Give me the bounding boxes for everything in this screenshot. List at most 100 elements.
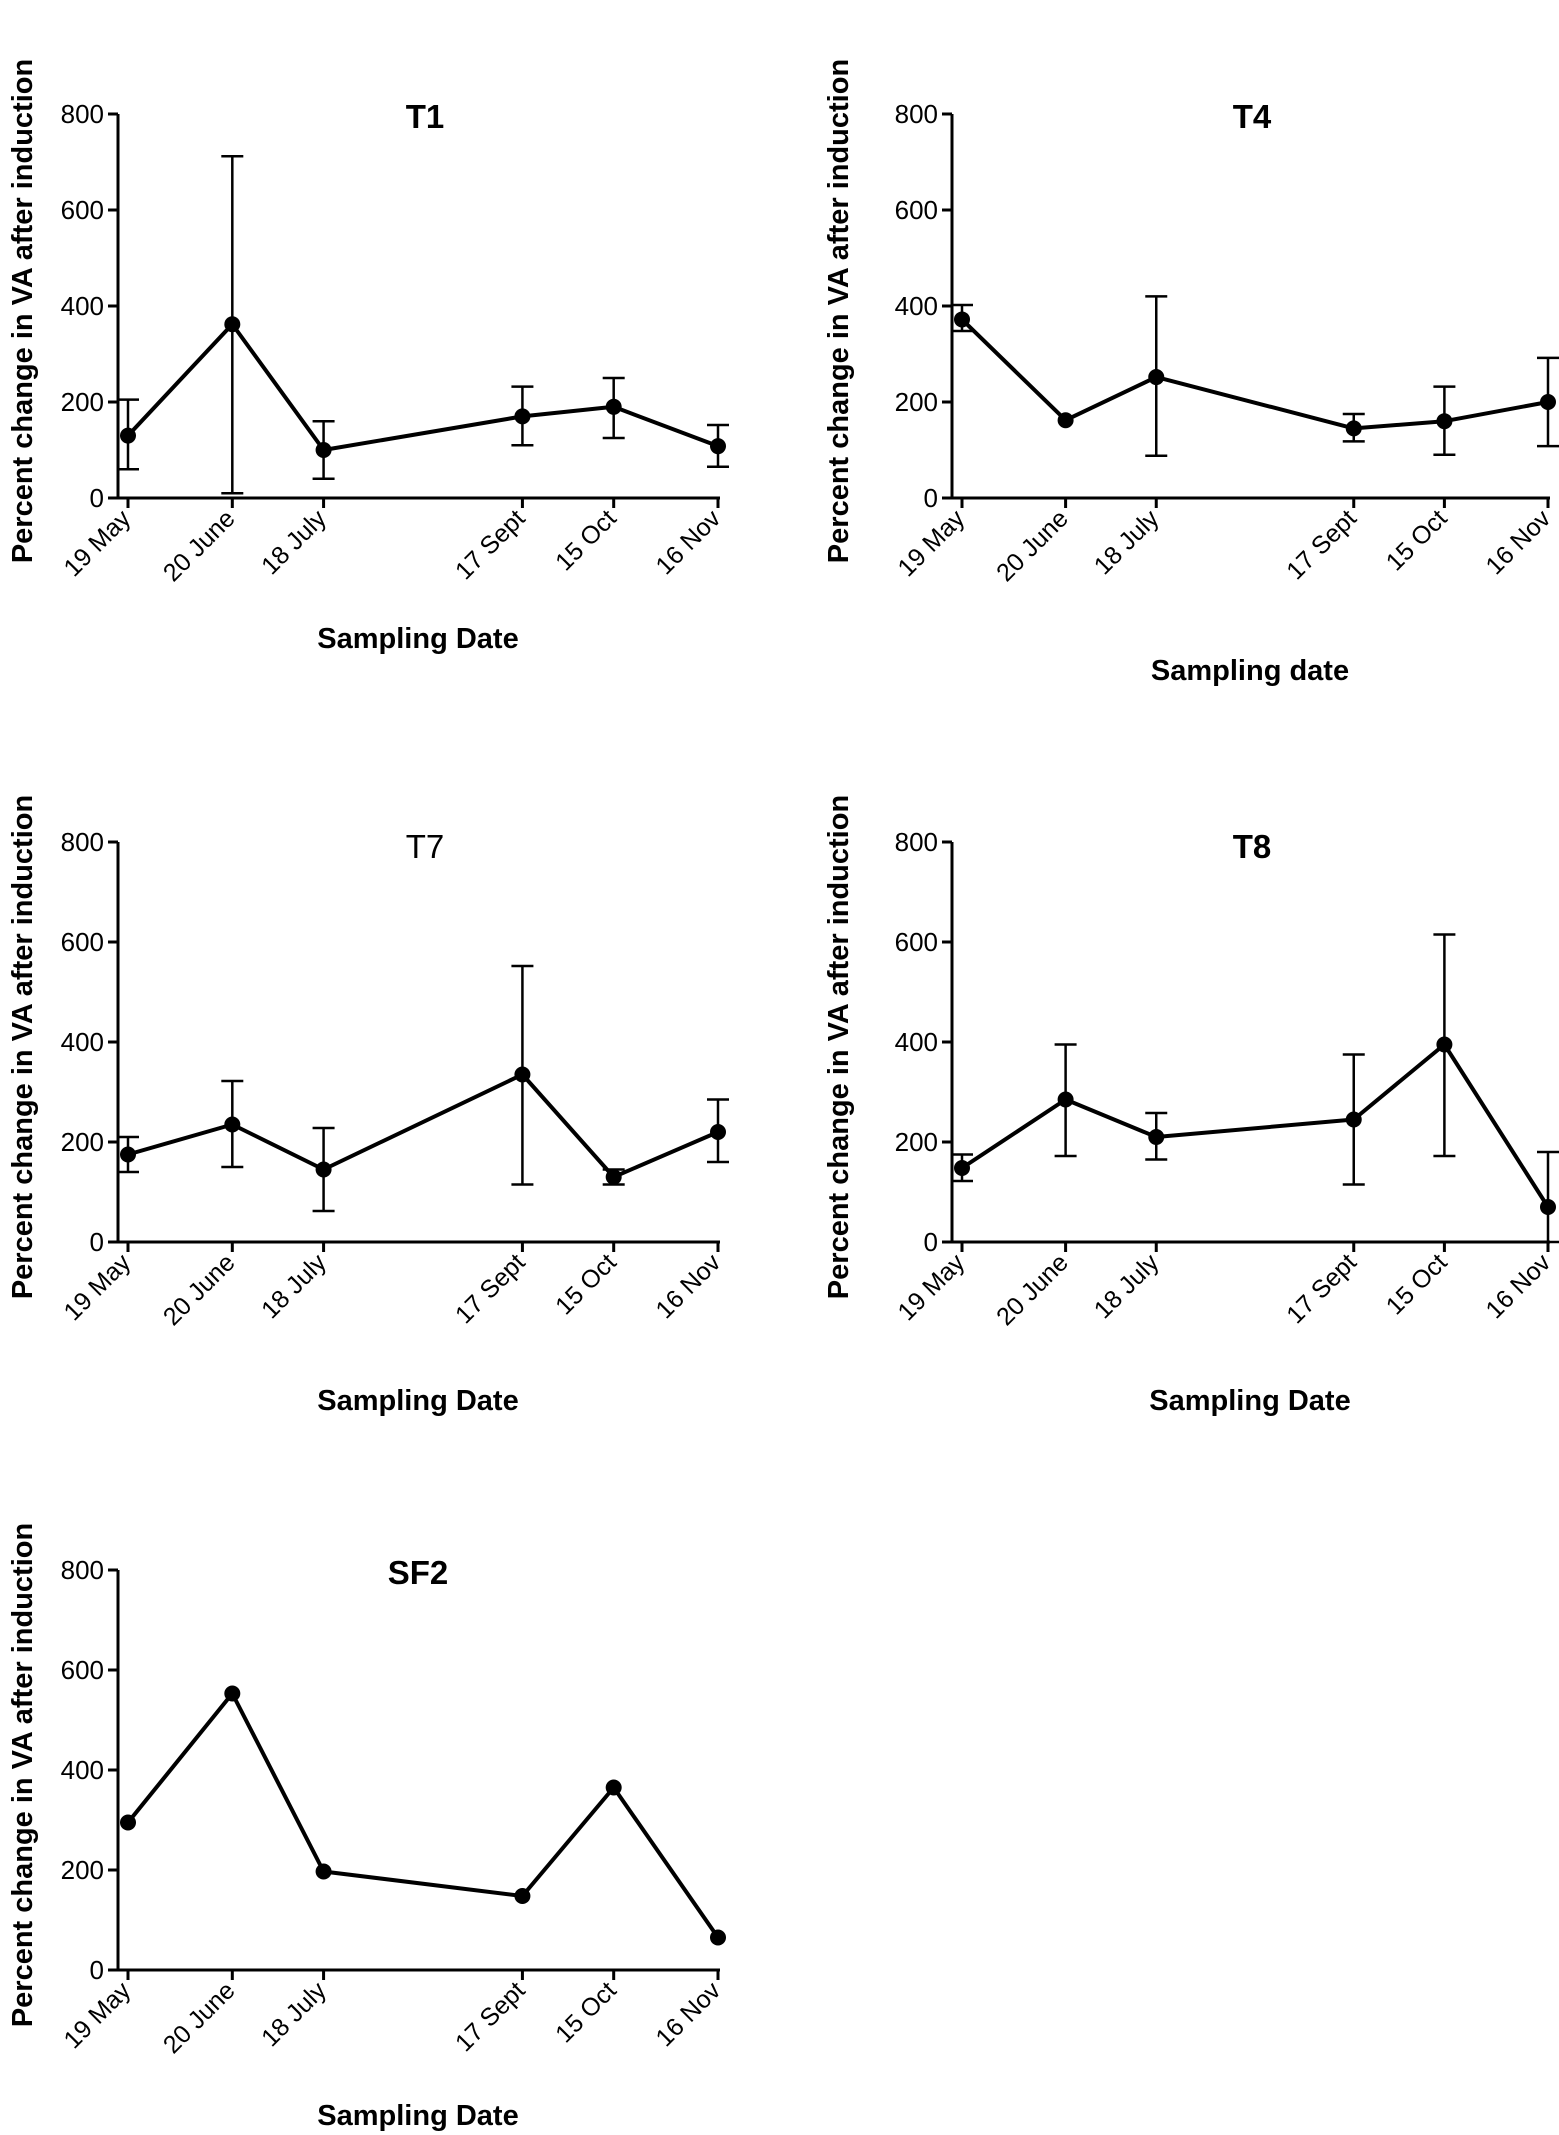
x-tick-label: 19 May <box>892 504 970 582</box>
y-tick-label: 800 <box>895 827 938 857</box>
y-tick-label: 800 <box>61 99 104 129</box>
y-tick-label: 600 <box>895 927 938 957</box>
x-tick-label: 16 Nov <box>1480 1248 1556 1324</box>
x-tick-label: 15 Oct <box>1381 1248 1453 1320</box>
x-tick-label: 20 June <box>991 504 1074 587</box>
y-tick-label: 200 <box>61 387 104 417</box>
series-line <box>126 322 719 452</box>
y-tick-label: 400 <box>895 291 938 321</box>
y-tick-label: 600 <box>61 195 104 225</box>
y-tick-label: 0 <box>924 1227 938 1257</box>
x-tick-label: 19 May <box>58 1248 136 1326</box>
data-point <box>224 1685 241 1702</box>
x-tick-label: 18 July <box>1089 1248 1165 1324</box>
x-tick-label: 15 Oct <box>550 504 622 576</box>
y-tick-label: 200 <box>895 1127 938 1157</box>
data-point <box>514 1888 531 1904</box>
data-point <box>954 1160 970 1176</box>
data-point <box>224 1116 241 1133</box>
chart-panel-t8: 0 200 400 600 800 19 May 20 June 18 July 17 Sept… <box>823 795 1559 1417</box>
y-tick-label: 800 <box>895 99 938 129</box>
y-tick-label: 0 <box>924 483 938 513</box>
series-line <box>126 1691 720 1939</box>
x-tick-label: 15 Oct <box>550 1248 622 1320</box>
data-point <box>710 438 726 455</box>
x-tick-label: 18 July <box>1089 504 1165 580</box>
chart-title: T7 <box>406 828 445 865</box>
x-tick-label: 19 May <box>892 1248 970 1326</box>
x-tick-label: 20 June <box>158 1248 241 1331</box>
data-point <box>605 1779 622 1796</box>
x-tick-label: 17 Sept <box>450 504 531 585</box>
data-point <box>1436 1036 1453 1053</box>
y-axis-label: Percent change in VA after induction <box>7 1523 39 2027</box>
y-tick-label: 800 <box>61 1555 104 1585</box>
data-point <box>954 311 970 328</box>
x-axis-label: Sampling Date <box>317 1385 518 1417</box>
chart-title: T8 <box>1233 828 1272 865</box>
data-point <box>120 1146 136 1163</box>
data-point <box>1436 413 1453 430</box>
x-tick-label: 17 Sept <box>1281 1248 1362 1329</box>
data-point <box>120 1814 136 1831</box>
chart-title: T1 <box>406 98 445 135</box>
x-tick-label: 17 Sept <box>450 1976 531 2057</box>
y-tick-label: 0 <box>90 1955 104 1985</box>
x-tick-label: 15 Oct <box>1381 504 1453 576</box>
y-tick-label: 400 <box>61 1755 104 1785</box>
chart-title: SF2 <box>388 1554 449 1591</box>
data-point <box>1540 394 1556 410</box>
x-tick-label: 20 June <box>991 1248 1074 1331</box>
x-axis-label: Sampling Date <box>1149 1385 1350 1417</box>
chart-panel-t4: 0 200 400 600 800 19 May 20 June 18 July 17 Sept… <box>823 59 1559 687</box>
data-point <box>710 1929 726 1946</box>
y-tick-label: 200 <box>895 387 938 417</box>
x-tick-label: 19 May <box>58 1976 136 2054</box>
data-point <box>1057 412 1074 429</box>
x-axis-label: Sampling Date <box>317 2100 518 2132</box>
x-tick-label: 19 May <box>58 504 136 582</box>
y-tick-label: 600 <box>61 1655 104 1685</box>
y-tick-label: 0 <box>90 483 104 513</box>
y-tick-label: 600 <box>61 927 104 957</box>
y-tick-label: 400 <box>61 291 104 321</box>
data-point <box>605 398 622 415</box>
data-point <box>1148 1129 1165 1145</box>
data-point <box>514 1066 531 1083</box>
x-tick-label: 18 July <box>256 1248 332 1324</box>
chart-panel-t7: 0 200 400 600 800 19 May 20 June 18 July 17 Sept… <box>7 795 729 1417</box>
x-tick-label: 20 June <box>158 504 241 587</box>
data-point <box>315 442 332 458</box>
y-tick-label: 200 <box>61 1127 104 1157</box>
y-axis-label: Percent change in VA after induction <box>7 795 39 1299</box>
error-bar <box>1537 1150 1559 1244</box>
y-tick-label: 200 <box>61 1855 104 1885</box>
y-axis-label: Percent change in VA after induction <box>823 59 855 563</box>
series-line <box>960 318 1549 431</box>
data-point <box>224 316 241 333</box>
x-axis-label: Sampling Date <box>317 623 518 655</box>
chart-panel-t1: 0 200 400 600 800 19 May 20 June 18 July 17 Sept… <box>7 59 729 655</box>
x-axis-label: Sampling date <box>1151 655 1349 687</box>
y-tick-label: 800 <box>61 827 104 857</box>
data-point <box>1345 1111 1362 1128</box>
x-tick-label: 20 June <box>158 1976 241 2059</box>
data-point <box>710 1124 726 1140</box>
data-point <box>1540 1199 1556 1215</box>
data-point <box>514 408 531 425</box>
series-line <box>127 1072 719 1179</box>
x-tick-label: 16 Nov <box>650 1248 726 1324</box>
x-tick-label: 15 Oct <box>550 1976 622 2048</box>
x-tick-label: 18 July <box>256 504 332 580</box>
y-tick-label: 0 <box>90 1227 104 1257</box>
x-tick-label: 16 Nov <box>1480 504 1556 580</box>
data-point <box>315 1161 332 1178</box>
x-tick-label: 16 Nov <box>650 504 726 580</box>
series-line <box>960 1042 1550 1209</box>
data-point <box>1345 420 1362 437</box>
x-tick-label: 16 Nov <box>650 1976 726 2052</box>
x-tick-label: 17 Sept <box>450 1248 531 1329</box>
x-tick-label: 17 Sept <box>1281 504 1362 585</box>
y-tick-label: 600 <box>895 195 938 225</box>
